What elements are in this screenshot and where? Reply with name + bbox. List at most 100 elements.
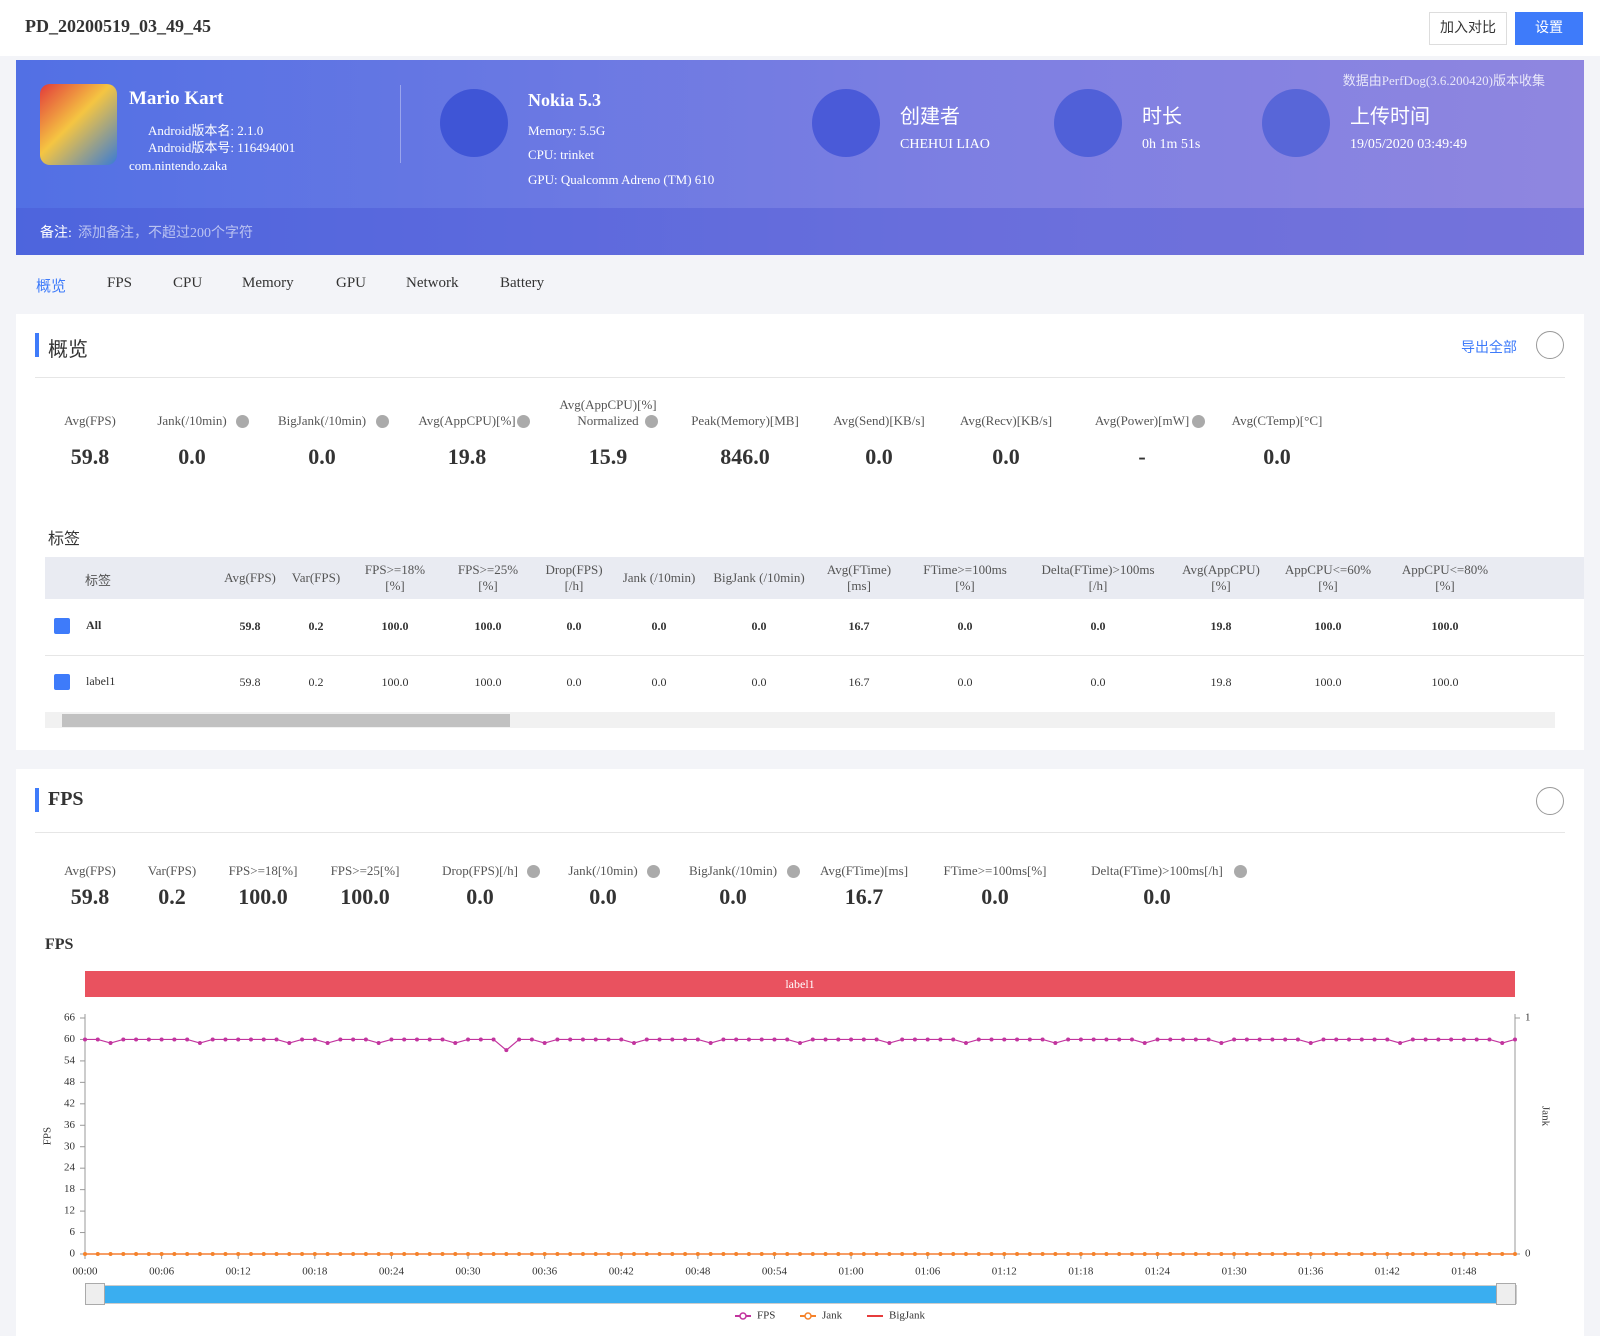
point [441,1252,445,1256]
point [632,1041,636,1045]
point [1066,1252,1070,1256]
point [619,1252,623,1256]
point [964,1041,968,1045]
point [1360,1252,1364,1256]
point [798,1252,802,1256]
point [1104,1037,1108,1041]
x-tick-label: 01:36 [1298,1266,1324,1278]
y-tick-label: 36 [64,1119,76,1131]
point [658,1037,662,1041]
point [1449,1252,1453,1256]
point [1232,1037,1236,1041]
point [415,1252,419,1256]
point [364,1252,368,1256]
point [147,1037,151,1041]
point [1219,1041,1223,1045]
x-tick-label: 00:54 [762,1266,788,1278]
legend-marker [740,1313,746,1319]
point [377,1041,381,1045]
point [428,1252,432,1256]
point [300,1252,304,1256]
point [1028,1252,1032,1256]
point [275,1037,279,1041]
point [568,1252,572,1256]
point [1513,1252,1517,1256]
point [83,1252,87,1256]
point [1436,1252,1440,1256]
x-tick-label: 01:12 [992,1266,1017,1278]
point [1398,1252,1402,1256]
point [772,1252,776,1256]
point [1360,1037,1364,1041]
point [96,1252,100,1256]
y2-tick-label: 1 [1525,1012,1531,1024]
point [211,1037,215,1041]
point [1411,1252,1415,1256]
point [977,1037,981,1041]
point [83,1037,87,1041]
y-tick-label: 24 [64,1162,76,1174]
point [1117,1037,1121,1041]
point [262,1037,266,1041]
point [721,1252,725,1256]
point [1462,1252,1466,1256]
point [862,1037,866,1041]
point [1321,1252,1325,1256]
point [1321,1037,1325,1041]
point [568,1037,572,1041]
point [1347,1037,1351,1041]
legend-label: Jank [822,1310,843,1322]
point [977,1252,981,1256]
point [555,1037,559,1041]
y-tick-label: 66 [64,1012,76,1024]
point [875,1037,879,1041]
point [1424,1037,1428,1041]
point [824,1252,828,1256]
point [517,1037,521,1041]
point [1513,1037,1517,1041]
point [492,1037,496,1041]
point [160,1252,164,1256]
point [1104,1252,1108,1256]
point [1475,1252,1479,1256]
point [313,1037,317,1041]
point [1373,1037,1377,1041]
point [709,1041,713,1045]
point [709,1252,713,1256]
y2-axis-title: Jank [1539,1106,1551,1127]
point [275,1252,279,1256]
point [1092,1037,1096,1041]
x-tick-label: 01:24 [1145,1266,1171,1278]
point [377,1252,381,1256]
point [849,1252,853,1256]
y-tick-label: 18 [64,1183,76,1195]
point [1015,1037,1019,1041]
point [1168,1037,1172,1041]
y-tick-label: 60 [64,1033,76,1045]
x-tick-label: 00:00 [72,1266,98,1278]
point [1270,1252,1274,1256]
point [734,1037,738,1041]
point [121,1252,125,1256]
point [441,1037,445,1041]
point [1028,1037,1032,1041]
point [990,1252,994,1256]
point [160,1037,164,1041]
point [670,1037,674,1041]
point [338,1252,342,1256]
x-tick-label: 01:30 [1222,1266,1248,1278]
point [1156,1252,1160,1256]
point [402,1252,406,1256]
point [1194,1037,1198,1041]
point [951,1252,955,1256]
point [1398,1041,1402,1045]
point [887,1252,891,1256]
point [581,1037,585,1041]
point [1117,1252,1121,1256]
point [453,1252,457,1256]
point [1309,1041,1313,1045]
point [938,1037,942,1041]
point [594,1037,598,1041]
point [1143,1252,1147,1256]
